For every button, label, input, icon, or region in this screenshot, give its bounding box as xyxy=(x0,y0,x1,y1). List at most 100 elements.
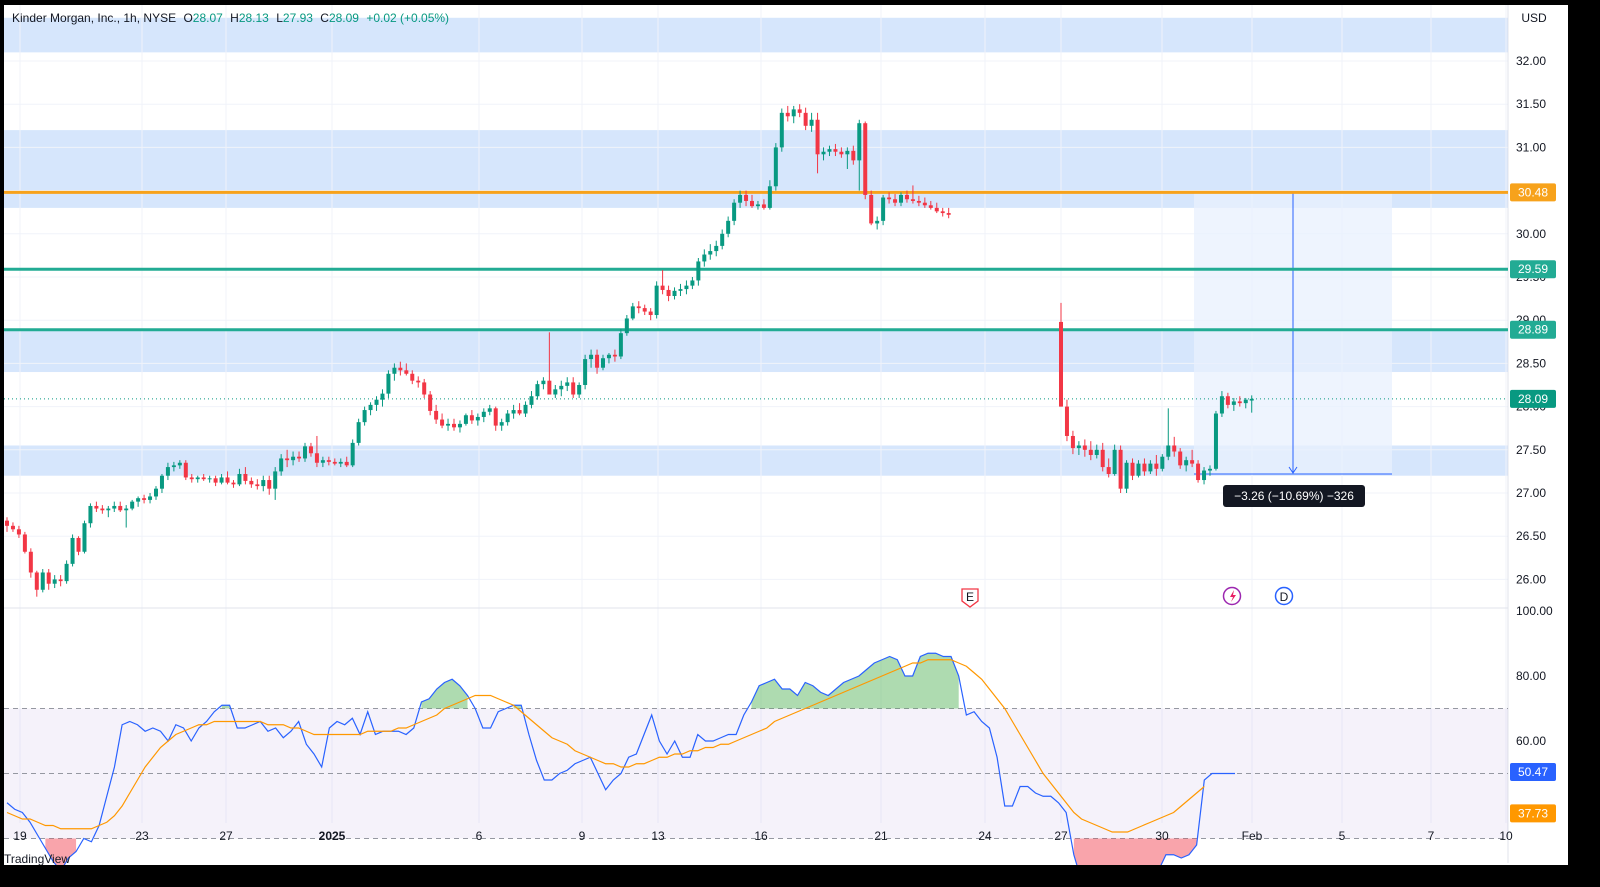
candle-up xyxy=(732,202,737,221)
time-tick-label: 21 xyxy=(874,829,888,843)
candle-down xyxy=(928,205,933,208)
candle-down xyxy=(5,520,9,526)
rsi-overbought-fill xyxy=(421,679,468,709)
rsi-value-tag-bg xyxy=(1510,762,1556,781)
candle-down xyxy=(297,456,302,459)
candle-up xyxy=(338,461,343,464)
candle-up xyxy=(1136,463,1141,476)
candle-down xyxy=(22,534,27,552)
price-tick-label: 28.50 xyxy=(1516,356,1546,370)
candle-up xyxy=(64,563,69,582)
measure-arrowhead xyxy=(1288,466,1298,474)
candle-up xyxy=(583,359,588,385)
currency-label: USD xyxy=(1521,11,1547,25)
time-tick-label: 27 xyxy=(1054,829,1068,843)
candle-down xyxy=(416,380,421,383)
candle-up xyxy=(714,245,719,252)
close-label: C xyxy=(320,11,329,25)
candle-up xyxy=(303,446,307,459)
candle-down xyxy=(46,572,51,584)
candle-down xyxy=(308,446,313,454)
candle-up xyxy=(291,456,296,461)
price-tick-label: 26.50 xyxy=(1516,529,1546,543)
candle-down xyxy=(887,197,892,200)
candle-up xyxy=(374,399,379,405)
rsi-tick-label: 100.00 xyxy=(1516,604,1553,618)
candle-up xyxy=(708,251,713,255)
candle-down xyxy=(34,572,39,590)
candle-up xyxy=(70,537,75,564)
open-value: 28.07 xyxy=(192,11,223,25)
chart-frame: −3.26 (−10.69%) −326 USD 32.00 31.50 31.00 3… xyxy=(4,5,1568,865)
candle-up xyxy=(696,261,701,281)
candle-down xyxy=(434,410,439,420)
candle-down xyxy=(863,123,868,195)
measure-label: −3.26 (−10.69%) −326 xyxy=(1234,489,1354,503)
time-axis[interactable]: 19 23 27 2025 6 9 13 16 21 24 27 30 Feb 5 7 10 TradingVi… xyxy=(4,829,1513,865)
candle-down xyxy=(1196,463,1201,481)
candle-up xyxy=(589,354,594,360)
candle-up xyxy=(1094,449,1099,455)
earnings-icon[interactable] xyxy=(961,588,979,608)
candle-down xyxy=(142,498,147,500)
candle-up xyxy=(845,150,850,155)
candle-down xyxy=(249,480,254,485)
measure-label-box xyxy=(1223,484,1365,507)
rsi-ma-tag-bg xyxy=(1510,804,1556,823)
measure-layer[interactable]: −3.26 (−10.69%) −326 xyxy=(1194,191,1392,507)
candle-down xyxy=(1178,451,1183,466)
candle-down xyxy=(612,354,617,357)
candle-up xyxy=(171,465,176,468)
level-tag-1-bg xyxy=(1510,260,1556,279)
candle-down xyxy=(940,211,945,214)
lightning-bolt-icon xyxy=(1230,590,1236,602)
candle-down xyxy=(422,382,427,395)
price-axis[interactable]: USD32.0031.5031.0030.5030.0029.5029.0028… xyxy=(1516,11,1553,865)
candle-up xyxy=(1219,396,1224,414)
candle-down xyxy=(100,508,105,511)
candle-up xyxy=(112,505,117,509)
candle-up xyxy=(523,404,528,414)
resistance-tag: 30.48 xyxy=(1518,185,1548,199)
dividend-icon[interactable] xyxy=(1274,586,1294,606)
candle-down xyxy=(1106,467,1111,474)
chart-canvas[interactable]: −3.26 (−10.69%) −326 USD 32.00 31.50 31.00 3… xyxy=(4,5,1568,865)
candle-up xyxy=(481,411,486,417)
candle-up xyxy=(130,501,135,509)
last-price-tag-bg xyxy=(1510,389,1556,408)
candle-down xyxy=(666,289,671,297)
horizontal-lines[interactable] xyxy=(4,190,1508,400)
candle-down xyxy=(1118,449,1123,489)
price-tick-label: 32.00 xyxy=(1516,54,1546,68)
candle-up xyxy=(475,416,480,421)
candle-up xyxy=(207,478,212,480)
earnings-marker: E xyxy=(966,590,974,604)
candle-up xyxy=(1160,456,1165,469)
support-resistance-zone xyxy=(4,17,1508,53)
candle-down xyxy=(1070,435,1075,449)
candle-up xyxy=(553,389,558,395)
rsi-tick-label: 80.00 xyxy=(1516,669,1546,683)
candle-up xyxy=(136,498,141,502)
candle-up xyxy=(899,194,903,203)
candle-up xyxy=(881,197,886,221)
close-value: 28.09 xyxy=(328,11,359,25)
candle-up xyxy=(362,410,367,423)
candle-down xyxy=(213,478,218,483)
candle-down xyxy=(469,415,474,421)
candle-up xyxy=(88,505,93,524)
open-label: O xyxy=(183,11,193,25)
candle-down xyxy=(1237,401,1242,404)
candle-up xyxy=(755,204,760,207)
rsi-line xyxy=(6,652,1235,865)
candle-down xyxy=(1088,449,1093,455)
candle-down xyxy=(493,408,498,426)
candle-up xyxy=(511,410,516,414)
candle-up xyxy=(487,408,492,412)
level-tag-2-bg xyxy=(1510,320,1556,339)
candle-up xyxy=(1243,399,1248,404)
symbol-title[interactable]: Kinder Morgan, Inc., 1h, NYSE xyxy=(12,11,177,25)
candle-up xyxy=(1076,445,1081,449)
candle-down xyxy=(851,150,856,161)
